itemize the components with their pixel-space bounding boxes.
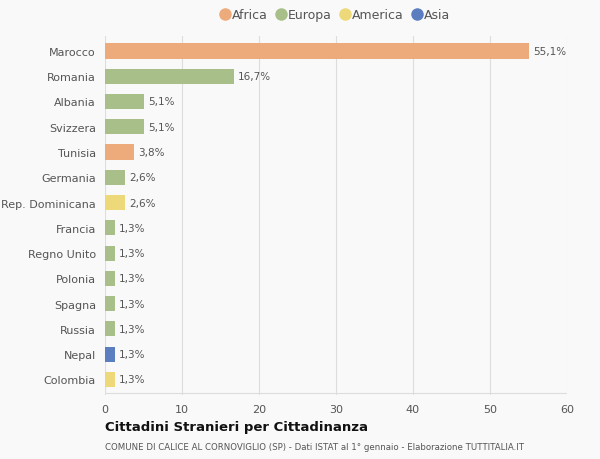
Bar bbox=[105, 69, 233, 84]
Bar bbox=[105, 372, 115, 387]
Text: 5,1%: 5,1% bbox=[148, 123, 175, 133]
Text: 1,3%: 1,3% bbox=[119, 349, 145, 359]
Text: Cittadini Stranieri per Cittadinanza: Cittadini Stranieri per Cittadinanza bbox=[105, 420, 368, 433]
Bar bbox=[105, 145, 134, 160]
Text: 3,8%: 3,8% bbox=[138, 148, 164, 158]
Bar bbox=[105, 322, 115, 337]
Bar bbox=[105, 170, 125, 185]
Text: 1,3%: 1,3% bbox=[119, 224, 145, 233]
Bar bbox=[105, 196, 125, 211]
Bar bbox=[105, 347, 115, 362]
Bar bbox=[105, 271, 115, 286]
Bar bbox=[105, 44, 529, 59]
Text: 1,3%: 1,3% bbox=[119, 274, 145, 284]
Bar bbox=[105, 120, 144, 135]
Text: 1,3%: 1,3% bbox=[119, 324, 145, 334]
Legend: Africa, Europa, America, Asia: Africa, Europa, America, Asia bbox=[222, 9, 450, 22]
Text: COMUNE DI CALICE AL CORNOVIGLIO (SP) - Dati ISTAT al 1° gennaio - Elaborazione T: COMUNE DI CALICE AL CORNOVIGLIO (SP) - D… bbox=[105, 442, 524, 451]
Text: 2,6%: 2,6% bbox=[129, 173, 155, 183]
Bar bbox=[105, 297, 115, 312]
Bar bbox=[105, 246, 115, 261]
Bar bbox=[105, 221, 115, 236]
Text: 5,1%: 5,1% bbox=[148, 97, 175, 107]
Text: 1,3%: 1,3% bbox=[119, 299, 145, 309]
Text: 55,1%: 55,1% bbox=[533, 47, 566, 57]
Text: 16,7%: 16,7% bbox=[238, 72, 271, 82]
Bar bbox=[105, 95, 144, 110]
Text: 1,3%: 1,3% bbox=[119, 249, 145, 258]
Text: 1,3%: 1,3% bbox=[119, 375, 145, 385]
Text: 2,6%: 2,6% bbox=[129, 198, 155, 208]
